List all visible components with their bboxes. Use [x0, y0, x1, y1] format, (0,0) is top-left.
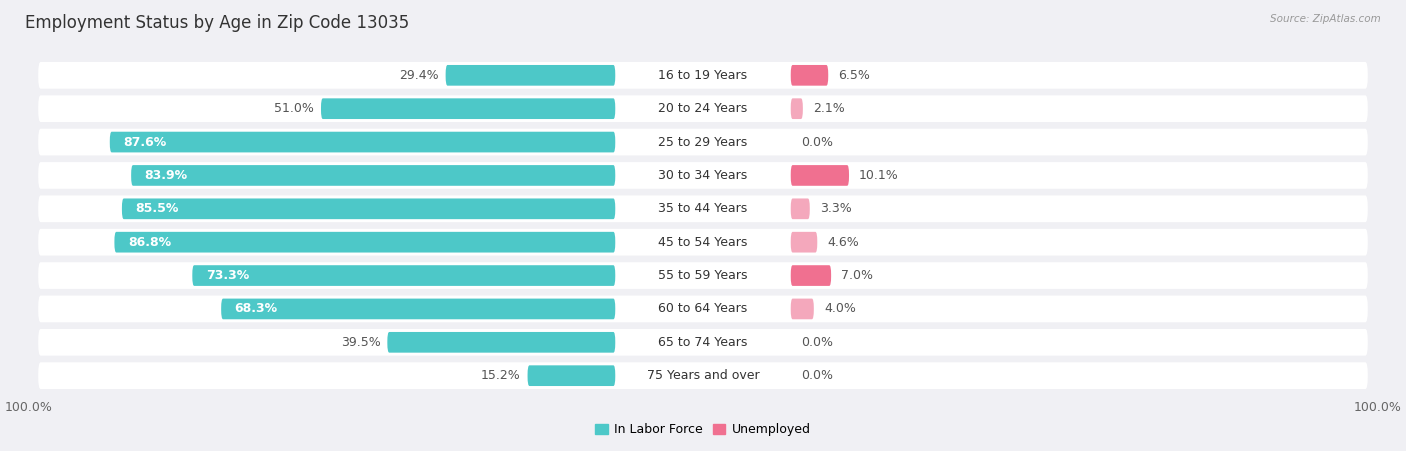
- FancyBboxPatch shape: [38, 295, 1368, 322]
- Text: 83.9%: 83.9%: [145, 169, 188, 182]
- Text: 0.0%: 0.0%: [801, 136, 832, 148]
- Text: 85.5%: 85.5%: [135, 202, 179, 215]
- FancyBboxPatch shape: [790, 265, 831, 286]
- Text: 55 to 59 Years: 55 to 59 Years: [658, 269, 748, 282]
- FancyBboxPatch shape: [790, 65, 828, 86]
- Text: 10.1%: 10.1%: [859, 169, 898, 182]
- FancyBboxPatch shape: [38, 162, 1368, 189]
- Text: 4.0%: 4.0%: [824, 303, 856, 315]
- FancyBboxPatch shape: [321, 98, 616, 119]
- FancyBboxPatch shape: [387, 332, 616, 353]
- FancyBboxPatch shape: [527, 365, 616, 386]
- FancyBboxPatch shape: [790, 98, 803, 119]
- FancyBboxPatch shape: [114, 232, 616, 253]
- Text: 65 to 74 Years: 65 to 74 Years: [658, 336, 748, 349]
- FancyBboxPatch shape: [446, 65, 616, 86]
- Text: 7.0%: 7.0%: [841, 269, 873, 282]
- FancyBboxPatch shape: [38, 62, 1368, 89]
- Text: 25 to 29 Years: 25 to 29 Years: [658, 136, 748, 148]
- Text: Employment Status by Age in Zip Code 13035: Employment Status by Age in Zip Code 130…: [25, 14, 409, 32]
- Legend: In Labor Force, Unemployed: In Labor Force, Unemployed: [595, 423, 811, 436]
- Text: 73.3%: 73.3%: [205, 269, 249, 282]
- FancyBboxPatch shape: [38, 362, 1368, 389]
- Text: 30 to 34 Years: 30 to 34 Years: [658, 169, 748, 182]
- Text: 29.4%: 29.4%: [399, 69, 439, 82]
- Text: Source: ZipAtlas.com: Source: ZipAtlas.com: [1270, 14, 1381, 23]
- Text: 75 Years and over: 75 Years and over: [647, 369, 759, 382]
- Text: 39.5%: 39.5%: [340, 336, 381, 349]
- FancyBboxPatch shape: [38, 129, 1368, 156]
- Text: 45 to 54 Years: 45 to 54 Years: [658, 236, 748, 249]
- FancyBboxPatch shape: [38, 262, 1368, 289]
- Text: 35 to 44 Years: 35 to 44 Years: [658, 202, 748, 215]
- FancyBboxPatch shape: [193, 265, 616, 286]
- Text: 3.3%: 3.3%: [820, 202, 852, 215]
- Text: 20 to 24 Years: 20 to 24 Years: [658, 102, 748, 115]
- FancyBboxPatch shape: [38, 329, 1368, 356]
- FancyBboxPatch shape: [221, 299, 616, 319]
- FancyBboxPatch shape: [38, 229, 1368, 256]
- Text: 87.6%: 87.6%: [124, 136, 166, 148]
- Text: 86.8%: 86.8%: [128, 236, 172, 249]
- Text: 0.0%: 0.0%: [801, 336, 832, 349]
- FancyBboxPatch shape: [790, 165, 849, 186]
- FancyBboxPatch shape: [38, 195, 1368, 222]
- FancyBboxPatch shape: [131, 165, 616, 186]
- Text: 4.6%: 4.6%: [827, 236, 859, 249]
- FancyBboxPatch shape: [38, 95, 1368, 122]
- Text: 51.0%: 51.0%: [274, 102, 314, 115]
- Text: 16 to 19 Years: 16 to 19 Years: [658, 69, 748, 82]
- FancyBboxPatch shape: [790, 299, 814, 319]
- Text: 0.0%: 0.0%: [801, 369, 832, 382]
- Text: 68.3%: 68.3%: [235, 303, 278, 315]
- FancyBboxPatch shape: [790, 232, 817, 253]
- Text: 15.2%: 15.2%: [481, 369, 520, 382]
- FancyBboxPatch shape: [790, 198, 810, 219]
- Text: 60 to 64 Years: 60 to 64 Years: [658, 303, 748, 315]
- FancyBboxPatch shape: [110, 132, 616, 152]
- Text: 2.1%: 2.1%: [813, 102, 845, 115]
- Text: 6.5%: 6.5%: [838, 69, 870, 82]
- FancyBboxPatch shape: [122, 198, 616, 219]
